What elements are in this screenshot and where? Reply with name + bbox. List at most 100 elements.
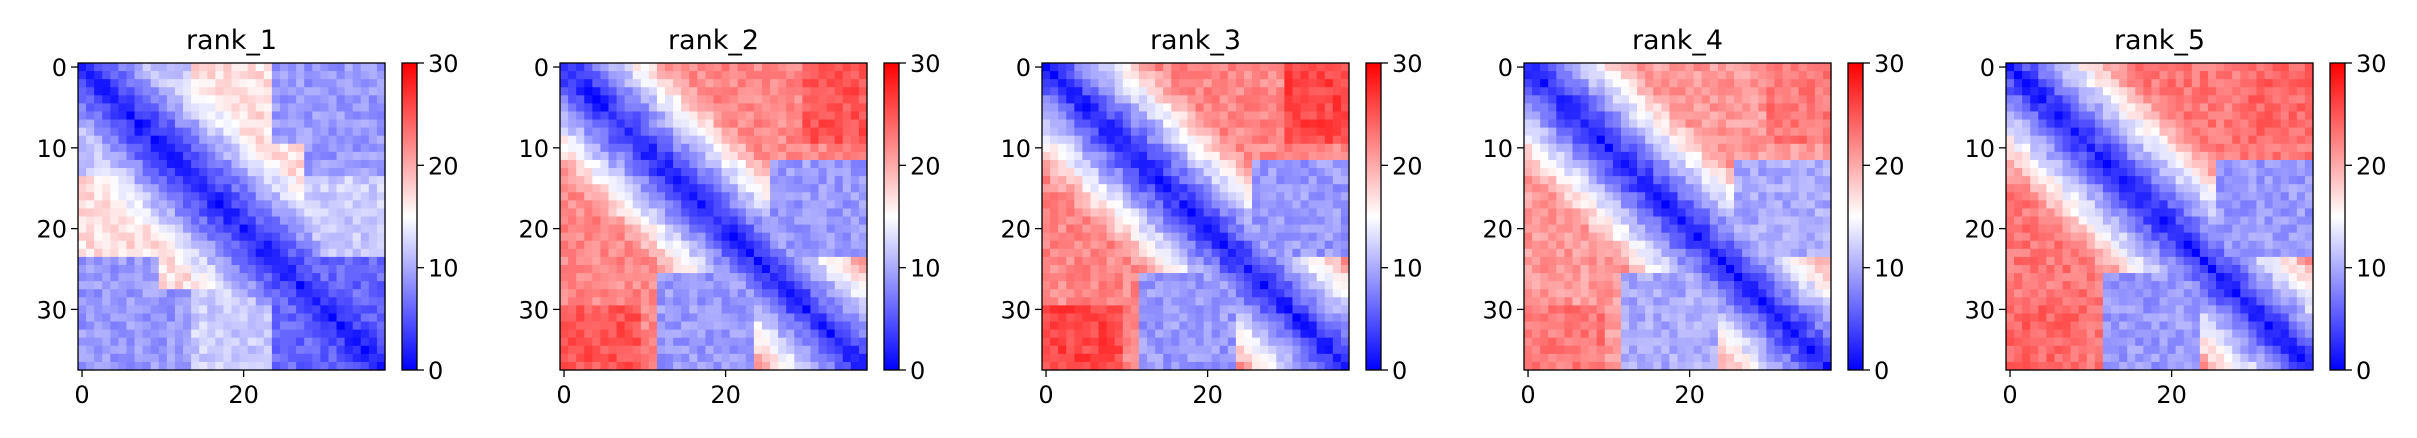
heatmap-cell	[320, 184, 330, 193]
heatmap-cell	[279, 159, 289, 169]
heatmap-cell	[1187, 63, 1197, 72]
heatmap-cell	[1074, 281, 1083, 290]
heatmap-cell	[296, 71, 305, 80]
heatmap-cell	[568, 151, 577, 161]
heatmap-cell	[1066, 71, 1075, 80]
heatmap-cell	[126, 321, 136, 331]
heatmap-cell	[697, 321, 707, 331]
heatmap-cell	[600, 337, 610, 347]
heatmap-cell	[1252, 264, 1261, 274]
heatmap-cell	[1653, 119, 1662, 129]
heatmap-cell	[1750, 176, 1759, 185]
heatmap-cell	[247, 208, 257, 218]
heatmap-cell	[328, 305, 338, 315]
heatmap-cell	[1203, 264, 1213, 274]
heatmap-cell	[1717, 168, 1727, 177]
heatmap-cell	[1604, 135, 1614, 145]
heatmap-cell	[850, 111, 860, 121]
heatmap-cell	[1822, 176, 1832, 185]
heatmap-cell	[312, 176, 321, 185]
heatmap-cell	[608, 192, 618, 201]
heatmap-cell	[1782, 143, 1792, 153]
heatmap-cell	[1540, 79, 1549, 88]
heatmap-cell	[1524, 151, 1533, 161]
heatmap-cell	[1227, 321, 1237, 331]
heatmap-cell	[1211, 224, 1221, 234]
heatmap-cell	[239, 71, 249, 80]
heatmap-cell	[263, 224, 273, 234]
heatmap-cell	[584, 313, 593, 323]
heatmap-cell	[376, 256, 386, 266]
heatmap-cell	[1717, 87, 1727, 96]
heatmap-cell	[1147, 337, 1156, 347]
heatmap-cell	[826, 281, 836, 290]
heatmap-cell	[94, 329, 103, 339]
heatmap-cell	[1211, 256, 1221, 266]
heatmap-cell	[1252, 135, 1261, 145]
heatmap-cell	[336, 256, 346, 266]
heatmap-cell	[745, 79, 755, 88]
heatmap-cell	[850, 297, 860, 306]
heatmap-cell	[1130, 240, 1140, 250]
heatmap-cell	[689, 192, 698, 201]
heatmap-cell	[850, 273, 860, 282]
heatmap-cell	[215, 264, 225, 274]
heatmap-cell	[1179, 281, 1189, 290]
heatmap-cell	[1637, 87, 1646, 96]
heatmap-cell	[1308, 200, 1318, 210]
heatmap-cell	[223, 79, 233, 88]
heatmap-cell	[1276, 208, 1285, 218]
heatmap-cell	[1292, 297, 1302, 306]
heatmap-cell	[842, 184, 852, 193]
heatmap-cell	[1147, 329, 1156, 339]
heatmap-cell	[191, 95, 200, 104]
heatmap-cell	[705, 361, 715, 371]
heatmap-cell	[1179, 224, 1189, 234]
heatmap-cell	[1114, 135, 1124, 145]
heatmap-cell	[1138, 256, 1148, 266]
heatmap-cell	[1066, 289, 1075, 298]
heatmap-cell	[802, 63, 812, 72]
heatmap-cell	[1332, 224, 1342, 234]
heatmap-cell	[616, 345, 626, 355]
heatmap-cell	[721, 87, 731, 96]
heatmap-cell	[1260, 289, 1269, 298]
heatmap-cell	[279, 353, 289, 363]
heatmap-cell	[304, 71, 313, 80]
heatmap-cell	[1243, 71, 1253, 80]
heatmap-cell	[656, 248, 666, 258]
heatmap-cell	[312, 119, 321, 129]
heatmap-cell	[1548, 159, 1557, 169]
heatmap-cell	[1179, 216, 1189, 226]
heatmap-cell	[576, 103, 585, 113]
heatmap-cell	[592, 127, 601, 137]
heatmap-cell	[1074, 119, 1083, 129]
heatmap-cell	[584, 184, 593, 193]
heatmap-cell	[600, 159, 610, 169]
heatmap-cell	[770, 208, 779, 218]
heatmap-cell	[1308, 281, 1318, 290]
heatmap-cell	[673, 353, 682, 363]
heatmap-cell	[592, 321, 601, 331]
heatmap-cell	[1203, 143, 1213, 153]
heatmap-cell	[1114, 63, 1124, 72]
heatmap-cell	[560, 329, 569, 339]
heatmap-cell	[288, 273, 297, 282]
heatmap-cell	[1790, 119, 1800, 129]
heatmap-cell	[344, 337, 354, 347]
heatmap-cell	[1717, 151, 1727, 161]
heatmap-cell	[794, 305, 803, 315]
heatmap-cell	[263, 232, 273, 242]
heatmap-cell	[1219, 216, 1229, 226]
heatmap-cell	[368, 143, 378, 153]
heatmap-cell	[247, 176, 257, 185]
heatmap-cell	[320, 329, 330, 339]
heatmap-cell	[810, 176, 820, 185]
heatmap-cell	[576, 71, 585, 80]
heatmap-cell	[1163, 87, 1172, 96]
heatmap-cell	[761, 361, 771, 371]
heatmap-cell	[753, 345, 763, 355]
heatmap-cell	[1701, 103, 1711, 113]
heatmap-cell	[1114, 361, 1124, 371]
heatmap-cell	[761, 289, 771, 298]
